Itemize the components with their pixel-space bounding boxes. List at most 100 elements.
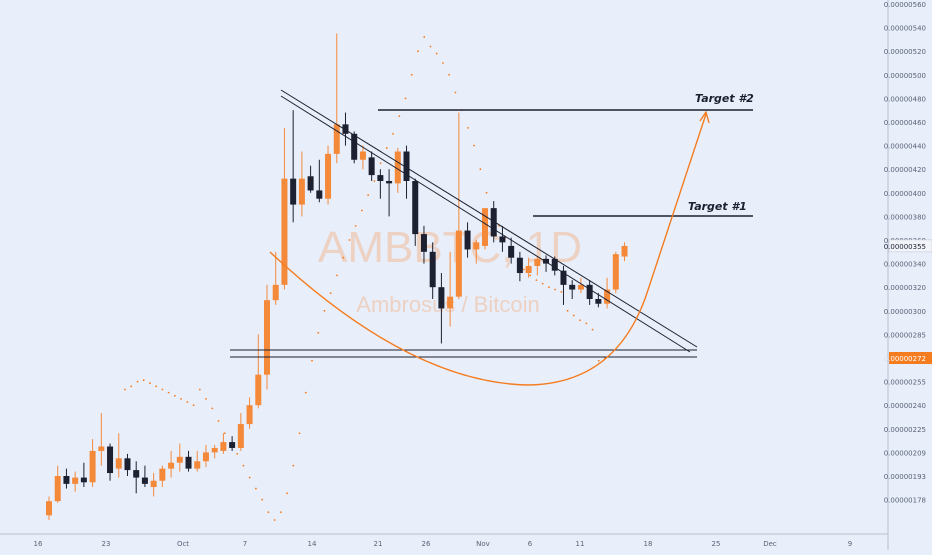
candle-body[interactable] — [368, 157, 375, 176]
rounding-bottom-curve[interactable] — [269, 113, 707, 386]
candle-body[interactable] — [499, 236, 506, 243]
candle-body[interactable] — [473, 242, 480, 250]
sar-dot — [298, 432, 301, 435]
candle-body[interactable] — [290, 178, 297, 205]
candle-body[interactable] — [551, 258, 558, 271]
candle-body[interactable] — [560, 270, 567, 285]
sar-dot — [348, 239, 351, 241]
candle-body[interactable] — [325, 153, 332, 199]
candle-body[interactable] — [141, 477, 148, 484]
candle-body[interactable] — [316, 190, 323, 199]
price-tick-label: 0.00000420 — [884, 166, 926, 174]
sar-dot — [149, 382, 151, 385]
candle-body[interactable] — [63, 476, 70, 484]
candle-body[interactable] — [342, 124, 349, 134]
candle-body[interactable] — [72, 477, 79, 484]
candle-body[interactable] — [447, 296, 454, 309]
drawings[interactable]: Target #2 Target #1 — [230, 89, 754, 386]
candle-body[interactable] — [264, 300, 270, 375]
candle-body[interactable] — [386, 181, 393, 184]
candle-body[interactable] — [124, 458, 131, 471]
candle-body[interactable] — [621, 245, 628, 257]
candle-body[interactable] — [115, 458, 122, 469]
sar-dot — [535, 279, 538, 282]
candle-body[interactable] — [89, 450, 96, 483]
candle-body[interactable] — [403, 151, 410, 182]
candle-body[interactable] — [482, 208, 488, 246]
candle-body[interactable] — [272, 284, 279, 301]
candle-body[interactable] — [176, 456, 183, 463]
upper-trendline-1[interactable] — [280, 89, 698, 348]
price-tick-label: 0.00000500 — [884, 72, 926, 80]
candle-body[interactable] — [577, 284, 584, 290]
price-tick-label: 0.00000400 — [884, 190, 926, 198]
sar-dot — [317, 331, 320, 334]
candle-body[interactable] — [569, 284, 576, 290]
candle-body[interactable] — [98, 446, 105, 451]
candle-body[interactable] — [377, 175, 384, 181]
candle-body[interactable] — [420, 234, 427, 252]
upper-trendline-2[interactable] — [280, 95, 691, 353]
parabolic-sar-dots — [124, 36, 606, 521]
candle-body[interactable] — [429, 251, 436, 288]
candles[interactable] — [46, 33, 628, 521]
candle-body[interactable] — [543, 258, 550, 264]
candle-body[interactable] — [133, 470, 140, 478]
candle-body[interactable] — [586, 284, 593, 299]
candle-body[interactable] — [168, 462, 175, 469]
candle-body[interactable] — [150, 480, 157, 488]
candle-body[interactable] — [80, 477, 87, 483]
candle-body[interactable] — [333, 124, 340, 154]
candle-body[interactable] — [612, 254, 619, 290]
sar-dot — [142, 379, 145, 382]
candle-body[interactable] — [255, 374, 262, 406]
candle-body[interactable] — [211, 447, 218, 453]
candle-body[interactable] — [202, 452, 209, 462]
candle-body[interactable] — [246, 405, 253, 425]
candle-body[interactable] — [508, 245, 515, 258]
candle-body[interactable] — [185, 456, 192, 469]
candle-body[interactable] — [281, 178, 288, 285]
sar-dot — [523, 268, 525, 271]
candle-body[interactable] — [107, 446, 114, 474]
sar-dot — [541, 282, 544, 285]
sar-dot — [261, 498, 264, 501]
sar-dot — [398, 115, 401, 117]
sar-dot — [192, 404, 195, 407]
candle-body[interactable] — [229, 442, 236, 448]
candle-body[interactable] — [351, 133, 358, 160]
candle-body[interactable] — [54, 476, 61, 502]
sar-dot — [180, 398, 183, 400]
candle-body[interactable] — [220, 442, 227, 451]
candle-body[interactable] — [359, 151, 366, 160]
candle-body[interactable] — [525, 265, 532, 274]
price-tick-label: 0.00000255 — [884, 379, 926, 387]
candle-body[interactable] — [516, 257, 523, 274]
sar-dot — [255, 487, 257, 490]
candle-body[interactable] — [438, 287, 445, 309]
price-axis[interactable]: 0.00000560 0.00000540 0.00000520 0.00000500… — [884, 0, 932, 550]
candle-body[interactable] — [412, 181, 419, 235]
candle-body[interactable] — [455, 230, 462, 297]
candle-body[interactable] — [298, 178, 305, 205]
sar-dot — [417, 50, 419, 53]
candle-body[interactable] — [490, 208, 497, 237]
candle-body[interactable] — [394, 151, 401, 184]
candle-body[interactable] — [534, 258, 541, 266]
candle-body[interactable] — [464, 230, 471, 250]
candle-body[interactable] — [307, 176, 314, 191]
candle-body[interactable] — [595, 299, 602, 304]
sar-dot — [336, 274, 338, 277]
candle-body[interactable] — [604, 289, 611, 304]
time-axis[interactable]: 16 23 Oct 7 14 21 26 Nov 6 11 18 25 Dec 9 — [0, 533, 888, 548]
candle-body[interactable] — [159, 468, 166, 481]
sar-dot — [423, 36, 426, 38]
marker-price-tag — [889, 352, 932, 364]
candle-body[interactable] — [237, 424, 244, 448]
price-tick-label: 0.00000300 — [884, 308, 926, 316]
candle-body[interactable] — [194, 461, 201, 469]
candle-body[interactable] — [46, 501, 52, 516]
time-tick-label: 21 — [374, 540, 383, 548]
